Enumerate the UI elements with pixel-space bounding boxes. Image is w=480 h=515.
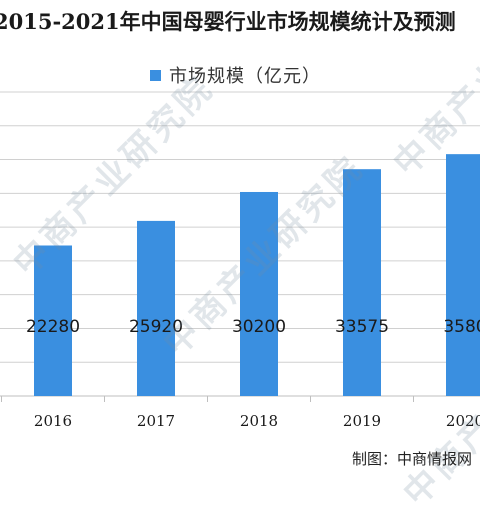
- bar-chart: 222802592030200335753580 201620172018201…: [0, 91, 480, 430]
- x-tick-label-2020: 2020: [446, 412, 480, 430]
- chart-title: 2015-2021年中国母婴行业市场规模统计及预测: [0, 9, 456, 34]
- data-label-2019: 33575: [335, 317, 389, 337]
- x-tick-label-2018: 2018: [240, 412, 278, 430]
- x-tick-label-2019: 2019: [343, 412, 381, 430]
- data-label-2020: 3580: [443, 317, 480, 337]
- bar-2017: [137, 220, 175, 396]
- bar-2018: [240, 191, 278, 396]
- data-labels: 22280 25920 30200 33575 3580: [26, 317, 480, 337]
- source-note: 制图：中商情报网: [351, 450, 472, 468]
- x-tick-label-2017: 2017: [137, 412, 175, 430]
- data-label-2016: 22280: [26, 317, 80, 337]
- x-tick-label-2016: 2016: [34, 412, 72, 430]
- x-axis-ticks: 2016 2017 2018 2019 2020: [34, 412, 480, 430]
- legend-swatch: [150, 69, 161, 81]
- bars: [34, 154, 480, 396]
- bar-2016: [34, 245, 72, 396]
- bar-2020: [446, 154, 480, 396]
- legend: 市场规模（亿元）: [150, 62, 321, 88]
- bar-2019: [343, 169, 381, 396]
- data-label-2018: 30200: [232, 317, 286, 337]
- data-label-2017: 25920: [129, 317, 183, 337]
- legend-label: 市场规模（亿元）: [169, 66, 321, 87]
